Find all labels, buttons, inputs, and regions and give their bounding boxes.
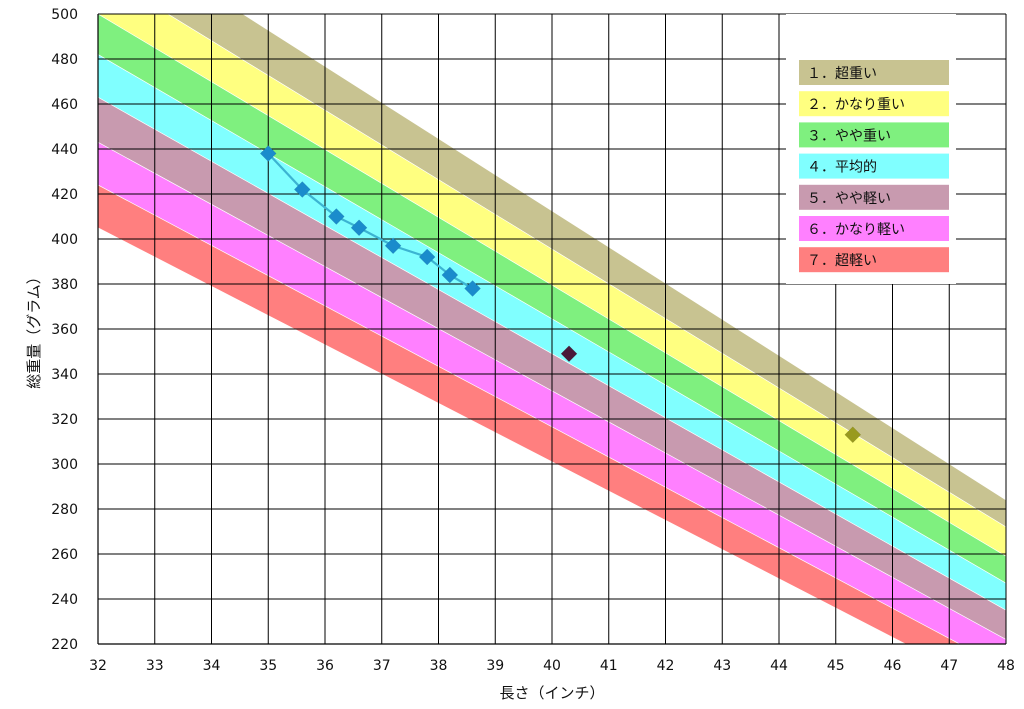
y-tick-label-420: 420 (51, 187, 78, 203)
series-1-point-4 (350, 219, 368, 237)
series-layer (259, 145, 862, 444)
x-tick-label-44: 44 (770, 658, 788, 674)
y-tick-label-500: 500 (51, 7, 78, 23)
series-1-point-1 (259, 145, 277, 162)
y-axis-title: 総重量（グラム） (25, 269, 43, 389)
x-tick-label-34: 34 (203, 658, 221, 674)
legend-swatch-3 (799, 122, 949, 148)
x-tick-label-48: 48 (997, 658, 1015, 674)
y-tick-label-320: 320 (51, 412, 78, 428)
y-tick-label-380: 380 (51, 277, 78, 293)
x-tick-label-43: 43 (713, 658, 731, 674)
x-tick-label-45: 45 (827, 658, 845, 674)
legend-label-2: ２．かなり重い (807, 97, 905, 113)
series-3-point-1 (844, 426, 862, 444)
x-tick-label-42: 42 (657, 658, 675, 674)
legend-label-3: ３．やや重い (807, 128, 891, 144)
x-tick-label-41: 41 (600, 658, 618, 674)
y-tick-label-240: 240 (51, 592, 78, 608)
legend-swatch-5 (799, 184, 949, 210)
x-tick-label-32: 32 (89, 658, 107, 674)
series-1-point-8 (464, 280, 481, 297)
y-tick-label-220: 220 (51, 637, 78, 653)
y-tick-label-460: 460 (51, 97, 78, 113)
legend-swatch-2 (799, 91, 949, 117)
legend-label-5: ５．やや軽い (807, 191, 891, 207)
x-tick-label-36: 36 (316, 658, 334, 674)
series-2-point-1 (560, 345, 578, 363)
series-1-point-5 (384, 237, 402, 255)
legend-swatch-4 (799, 153, 949, 179)
legend-background (786, 14, 956, 284)
series-1-point-2 (293, 181, 311, 198)
y-tick-label-260: 260 (51, 547, 78, 563)
x-tick-label-40: 40 (543, 658, 561, 674)
legend-label-1: １．超重い (807, 66, 877, 82)
x-tick-label-38: 38 (430, 658, 448, 674)
y-tick-label-400: 400 (51, 232, 78, 248)
legend-swatch-1 (799, 60, 949, 85)
x-tick-label-33: 33 (146, 658, 164, 674)
y-tick-label-300: 300 (51, 457, 78, 473)
y-tick-label-340: 340 (51, 367, 78, 383)
y-tick-label-440: 440 (51, 142, 78, 158)
legend-swatch-7 (799, 247, 949, 273)
axes-layer: 32 33 34 35 36 37 38 39 40 41 42 43 44 45 46 47 48 220 240… (51, 7, 1015, 674)
legend-swatch-6 (799, 216, 949, 241)
x-axis-title: 長さ（インチ） (499, 684, 604, 702)
band-7 (98, 184, 961, 644)
x-tick-label-37: 37 (373, 658, 391, 674)
y-tick-label-280: 280 (51, 502, 78, 518)
x-tick-label-35: 35 (259, 658, 277, 674)
y-tick-label-480: 480 (51, 52, 78, 68)
legend-label-7: ７．超軽い (807, 253, 877, 269)
legend: １．超重い ２．かなり重い ３．やや重い ４．平均的 ５．やや軽い ６．かなり軽い ７．超軽… (799, 60, 949, 273)
series-1-point-6 (418, 248, 436, 266)
x-tick-label-47: 47 (940, 658, 958, 674)
legend-label-4: ４．平均的 (807, 160, 877, 176)
legend-label-6: ６．かなり軽い (807, 222, 905, 238)
y-tick-label-360: 360 (51, 322, 78, 338)
x-tick-label-39: 39 (486, 658, 504, 674)
series-1-point-7 (441, 266, 459, 284)
x-tick-label-46: 46 (884, 658, 902, 674)
series-1-point-3 (327, 208, 345, 225)
